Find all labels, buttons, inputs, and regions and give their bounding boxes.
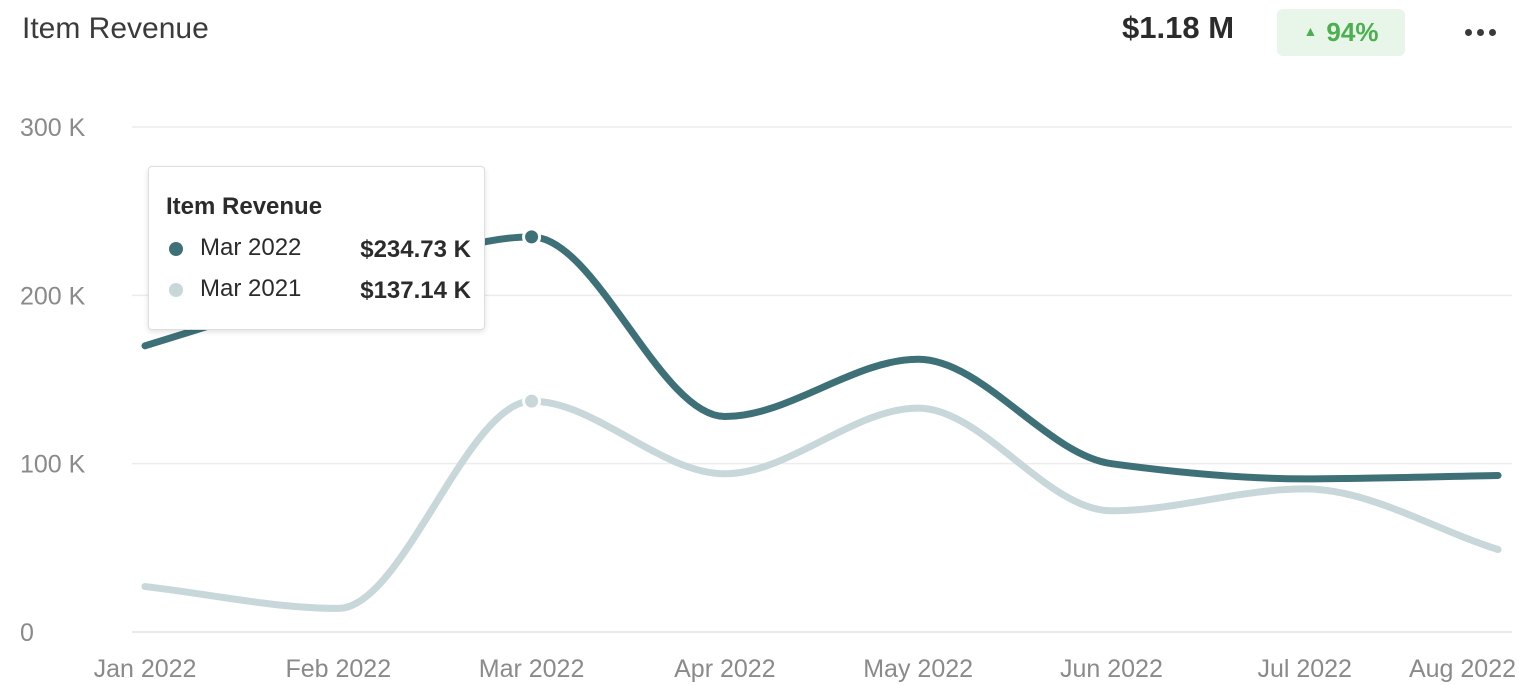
tooltip-row-current: Mar 2022 $234.73 K [166,234,471,264]
x-tick-label: Jun 2022 [1060,655,1163,683]
change-badge: ▲ 94% [1277,9,1405,56]
tooltip-row-label: Mar 2021 [200,275,302,302]
y-tick-label: 0 [20,619,34,647]
chart-title: Item Revenue [22,12,209,45]
tooltip-row-value: $234.73 K [360,236,471,263]
x-tick-label: May 2022 [863,655,973,683]
highlight-points [522,227,542,411]
tooltip-row-label: Mar 2022 [200,234,302,261]
x-tick-label: Aug 2022 [1409,655,1516,683]
series-line-2021[interactable] [141,397,1502,612]
highlight-point-2022 [522,227,542,247]
y-tick-label: 100 K [20,451,86,479]
x-tick-label: Jul 2022 [1257,655,1352,683]
x-tick-label: Feb 2022 [285,655,391,683]
highlight-point-2021 [522,391,542,411]
series-swatch-previous [169,283,183,297]
tooltip-row-previous: Mar 2021 $137.14 K [166,275,471,305]
more-options-button[interactable] [1458,12,1502,52]
x-tick-label: Apr 2022 [674,655,775,683]
series-swatch-current [169,242,183,256]
y-axis: 0 100 K 200 K 300 K [20,114,86,647]
tooltip-title: Item Revenue [166,193,323,220]
more-horizontal-icon [1464,28,1472,36]
tooltip-row-value: $137.14 K [360,277,471,304]
x-tick-label: Jan 2022 [94,655,197,683]
triangle-up-icon: ▲ [1303,22,1318,39]
change-percent: 94% [1326,17,1379,47]
x-axis: Jan 2022 Feb 2022 Mar 2022 Apr 2022 May 2022… [94,655,1516,683]
tooltip: Item Revenue Mar 2022 $234.73 K Mar 2021… [148,166,485,330]
y-tick-label: 300 K [20,114,86,142]
y-tick-label: 200 K [20,282,86,310]
total-value: $1.18 M [1122,10,1235,45]
x-tick-label: Mar 2022 [479,655,585,683]
